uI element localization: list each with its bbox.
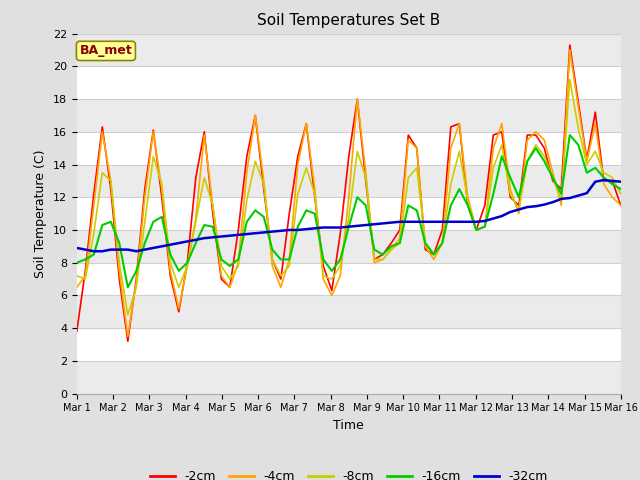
Bar bbox=[77, 328, 621, 361]
Text: BA_met: BA_met bbox=[79, 44, 132, 58]
Title: Soil Temperatures Set B: Soil Temperatures Set B bbox=[257, 13, 440, 28]
Bar bbox=[77, 263, 621, 295]
Bar bbox=[77, 165, 621, 197]
Bar bbox=[77, 197, 621, 230]
X-axis label: Time: Time bbox=[333, 419, 364, 432]
Legend: -2cm, -4cm, -8cm, -16cm, -32cm: -2cm, -4cm, -8cm, -16cm, -32cm bbox=[145, 465, 553, 480]
Bar bbox=[77, 66, 621, 99]
Bar bbox=[77, 99, 621, 132]
Y-axis label: Soil Temperature (C): Soil Temperature (C) bbox=[35, 149, 47, 278]
Bar bbox=[77, 361, 621, 394]
Bar bbox=[77, 132, 621, 165]
Bar bbox=[77, 295, 621, 328]
Bar bbox=[77, 34, 621, 66]
Bar bbox=[77, 230, 621, 263]
